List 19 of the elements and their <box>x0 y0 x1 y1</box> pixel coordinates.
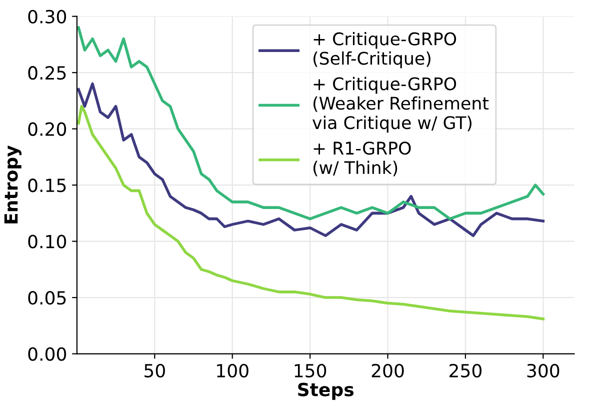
x-tick-label: 250 <box>450 364 482 378</box>
y-tick-label: 0.30 <box>28 10 66 24</box>
y-tick-label: 0.10 <box>28 234 66 248</box>
x-tick-label: 300 <box>527 364 560 378</box>
x-tick-label: 100 <box>217 364 248 378</box>
y-tick-label: 0.25 <box>28 66 66 80</box>
line-series <box>77 26 545 220</box>
x-tick-label: 200 <box>372 364 404 378</box>
y-tick-label: 0.20 <box>28 122 66 136</box>
legend-label: + Critique-GRPO (Weaker Refinement via Critique w/ GT) <box>312 76 489 133</box>
legend-label: + Critique-GRPO (Self-Critique) <box>314 32 456 68</box>
y-tick-label: 0.00 <box>28 347 66 361</box>
y-axis-title: Entropy <box>4 145 22 224</box>
y-tick-label: 0.05 <box>28 291 66 305</box>
x-axis-title: Steps <box>298 382 354 400</box>
x-tick-label: 150 <box>294 364 326 378</box>
x-tick-label: 50 <box>144 364 165 378</box>
y-tick-label: 0.15 <box>28 178 66 192</box>
legend-label: + R1-GRPO (w/ Think) <box>314 142 411 176</box>
